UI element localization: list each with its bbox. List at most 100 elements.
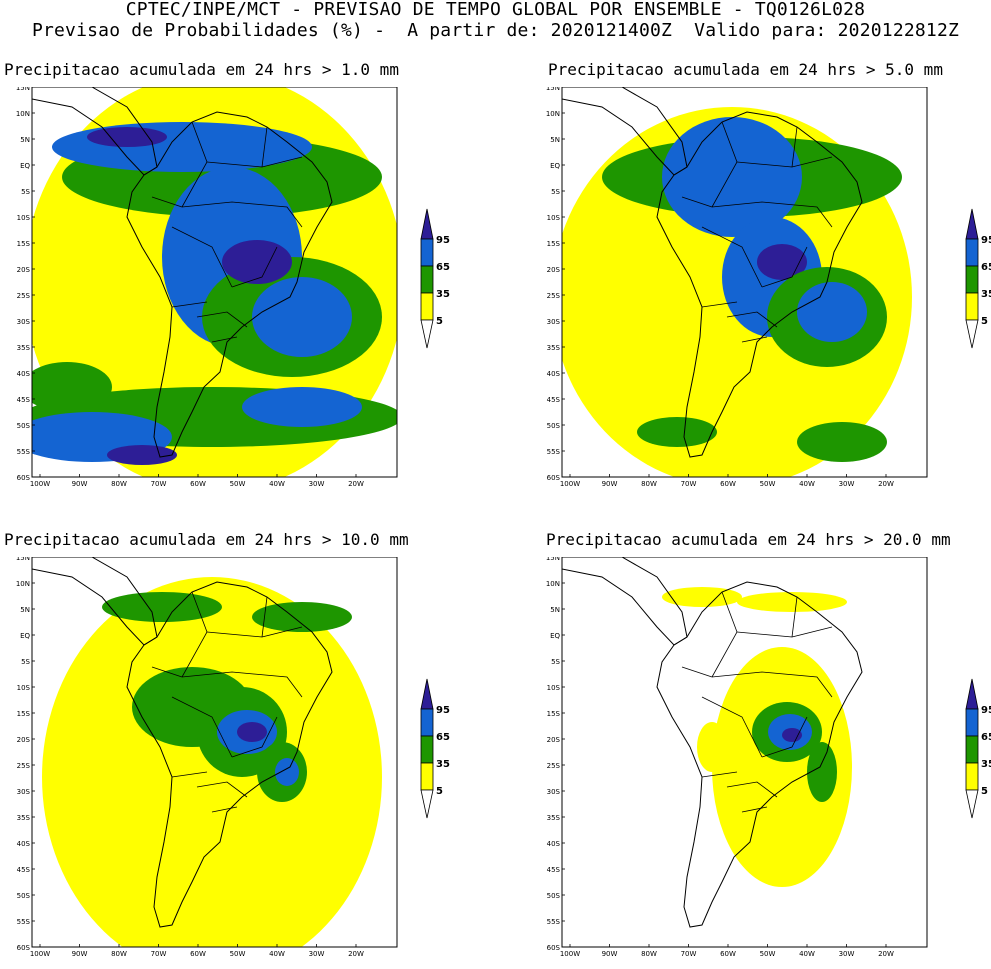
lat-tick-label: 15N — [16, 557, 30, 562]
colorbar-svg: 95 65 35 5 — [420, 208, 450, 349]
colorbar-label: 65 — [981, 732, 991, 743]
lat-tick-label: 40S — [17, 370, 31, 378]
colorbar-svg: 95 65 35 5 — [965, 208, 991, 349]
probability-area — [757, 244, 807, 280]
probability-area — [662, 117, 802, 237]
lat-tick-label: 20S — [547, 266, 561, 274]
coastline — [126, 581, 333, 928]
colorbar-segment — [420, 319, 434, 349]
lon-tick-label: 60W — [720, 480, 736, 488]
lat-tick-label: 10S — [547, 214, 561, 222]
probability-area — [252, 277, 352, 357]
lat-tick-label: 10N — [16, 110, 30, 118]
probability-area — [222, 240, 292, 284]
country-border — [701, 226, 763, 288]
lat-tick-label: 40S — [547, 370, 561, 378]
country-border — [791, 596, 798, 638]
map-frame — [561, 87, 928, 478]
map-svg: 15N 10N 5N EQ 5S 10S 15S 20S 25S 30S 35S 40S 45S 50S 5… — [546, 557, 928, 958]
colorbar-5mm: 95 65 35 5 — [958, 207, 991, 357]
country-border — [701, 771, 738, 778]
lon-tick-label: 70W — [151, 480, 167, 488]
country-border — [171, 226, 233, 288]
lat-tick-label: 20S — [547, 736, 561, 744]
lat-tick-label: 35S — [17, 344, 31, 352]
map-svg: 15N 10N 5N EQ 5S 10S 15S 20S 25S 30S 35S 40S 45S 50S 5… — [16, 557, 398, 958]
colorbar-label: 65 — [981, 262, 991, 273]
map-panel-10mm: 15N 10N 5N EQ 5S 10S 15S 20S 25S 30S 35S 40S 45S 50S 5… — [16, 557, 401, 969]
colorbar-label: 5 — [436, 786, 443, 797]
lat-tick-label: 45S — [17, 396, 31, 404]
lon-tick-label: 40W — [269, 480, 285, 488]
country-border — [681, 196, 713, 208]
country-border — [711, 201, 833, 228]
lat-tick-label: 45S — [547, 866, 561, 874]
colorbar-1mm: 95 65 35 5 — [413, 207, 473, 357]
lon-tick-label: 60W — [720, 950, 736, 958]
lon-tick-label: 90W — [72, 950, 88, 958]
probability-area — [662, 587, 742, 607]
probability-area — [107, 445, 177, 465]
country-border — [196, 781, 248, 798]
colorbar-label: 95 — [436, 705, 450, 716]
probability-area — [797, 282, 867, 342]
coastline — [32, 87, 158, 176]
lat-tick-label: EQ — [20, 162, 30, 170]
colorbar-segment — [420, 708, 434, 737]
lat-tick-label: 40S — [547, 840, 561, 848]
country-border — [701, 301, 738, 308]
lat-tick-label: 50S — [547, 892, 561, 900]
lat-tick-label: 40S — [17, 840, 31, 848]
colorbar-segment — [965, 789, 979, 819]
lat-tick-label: EQ — [550, 162, 560, 170]
panel-title: Precipitacao acumulada em 24 hrs > 10.0 … — [4, 530, 409, 549]
panel-title: Precipitacao acumulada em 24 hrs > 1.0 m… — [4, 60, 399, 79]
lon-tick-label: 100W — [30, 950, 50, 958]
lon-tick-label: 60W — [190, 480, 206, 488]
lat-tick-label: 5S — [551, 188, 560, 196]
lat-tick-label: 55S — [547, 918, 561, 926]
colorbar-label: 35 — [981, 289, 991, 300]
probability-area — [697, 722, 727, 772]
lat-tick-label: 10S — [17, 214, 31, 222]
country-border — [181, 201, 303, 228]
map-panel-20mm: 15N 10N 5N EQ 5S 10S 15S 20S 25S 30S 35S 40S 45S 50S 5… — [546, 557, 931, 969]
lat-tick-label: 15S — [17, 240, 31, 248]
colorbar-label: 65 — [436, 732, 450, 743]
colorbar-segment — [420, 238, 434, 267]
lon-tick-label: 30W — [839, 950, 855, 958]
country-border — [261, 596, 268, 638]
colorbar-segment — [965, 292, 979, 321]
lat-tick-label: 15N — [546, 87, 560, 92]
lat-tick-label: 5S — [21, 658, 30, 666]
lat-tick-label: 10N — [546, 580, 560, 588]
lat-tick-label: 15S — [547, 240, 561, 248]
colorbar-segment — [420, 208, 434, 240]
colorbar-label: 35 — [436, 759, 450, 770]
colorbar-label: 95 — [981, 705, 991, 716]
lat-tick-label: 25S — [17, 292, 31, 300]
country-border — [726, 311, 778, 328]
map-frame — [31, 557, 398, 948]
lon-tick-label: 100W — [560, 950, 580, 958]
colorbar-segment — [965, 762, 979, 791]
country-border — [151, 196, 183, 208]
country-border — [211, 806, 238, 813]
probability-area — [782, 728, 802, 742]
colorbar-segment — [965, 319, 979, 349]
lat-tick-label: 30S — [17, 788, 31, 796]
colorbar-segment — [420, 762, 434, 791]
lat-tick-label: 30S — [547, 788, 561, 796]
probability-area — [252, 602, 352, 632]
lat-tick-label: 55S — [17, 918, 31, 926]
colorbar-segment — [420, 292, 434, 321]
map-panel-1mm: 15N 10N 5N EQ 5S 10S 15S 20S 25S 30S 35S 40S 45S 50S 5… — [16, 87, 401, 499]
lat-tick-label: 10S — [547, 684, 561, 692]
map-panel-5mm: 15N 10N 5N EQ 5S 10S 15S 20S 25S 30S 35S 40S 45S 50S 5… — [546, 87, 931, 499]
lat-tick-label: EQ — [550, 632, 560, 640]
country-border — [701, 696, 763, 758]
panel-5mm: Precipitacao acumulada em 24 hrs > 5.0 m… — [548, 60, 991, 490]
lat-tick-label: 60S — [547, 944, 561, 952]
map-frame — [31, 87, 398, 478]
country-border — [171, 771, 208, 778]
